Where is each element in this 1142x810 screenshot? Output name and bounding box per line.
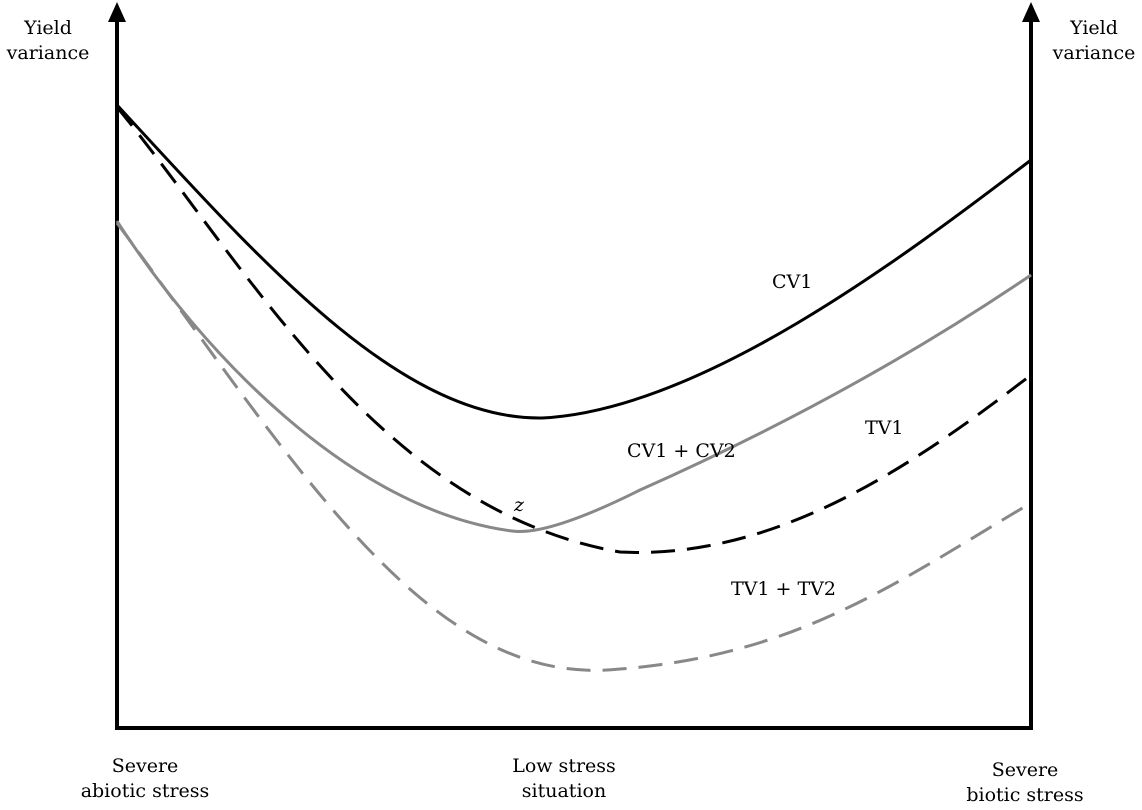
intersection-label-z: z [514, 494, 525, 516]
curve-tv1 [115, 106, 1032, 554]
x-axis-label-left: Severe abiotic stress [55, 754, 235, 804]
curve-label-cv1: CV1 [772, 271, 813, 293]
curve-cv1-cv2 [115, 220, 1032, 534]
curve-tv1-tv2 [115, 222, 1032, 672]
right-y-axis-arrow [1022, 2, 1040, 22]
x-axis-label-left-line1: Severe [111, 755, 179, 777]
left-y-axis-label-line1: Yield [24, 17, 72, 39]
right-y-axis-label: Yield variance [1046, 16, 1142, 66]
curve-label-cv1-cv2: CV1 + CV2 [627, 440, 736, 462]
curve-cv1 [115, 103, 1032, 420]
x-axis-label-right-line2: biotic stress [966, 784, 1084, 806]
x-axis-label-middle: Low stress situation [474, 754, 654, 804]
curve-label-tv1: TV1 [865, 417, 904, 439]
curve-label-tv1-tv2: TV1 + TV2 [731, 578, 836, 600]
x-axis-label-right-line1: Severe [991, 759, 1059, 781]
left-y-axis-arrow [108, 2, 126, 22]
left-y-axis-label: Yield variance [0, 16, 96, 66]
right-y-axis-label-line2: variance [1052, 42, 1136, 64]
x-axis-label-left-line2: abiotic stress [80, 780, 210, 802]
right-y-axis-label-line1: Yield [1070, 17, 1118, 39]
x-axis-label-middle-line1: Low stress [512, 755, 616, 777]
left-y-axis-label-line2: variance [6, 42, 90, 64]
x-axis-label-middle-line2: situation [521, 780, 607, 802]
x-axis-label-right: Severe biotic stress [935, 758, 1115, 808]
